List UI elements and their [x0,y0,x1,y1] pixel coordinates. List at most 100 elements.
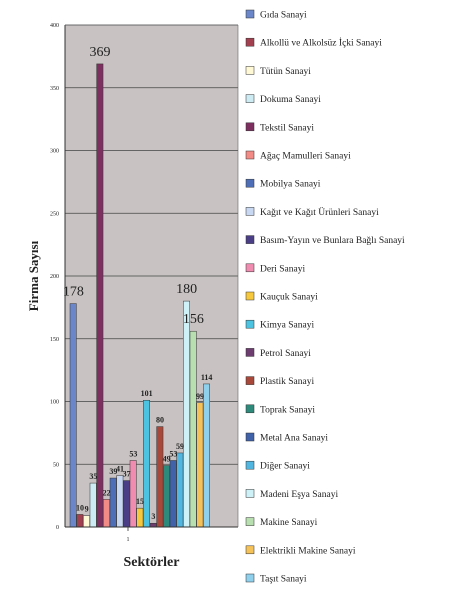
legend-label: Makine Sanayi [260,518,318,528]
legend-label: Dokuma Sanayi [260,95,321,105]
bar [163,465,170,528]
legend-item: Deri Sanayi [245,263,305,274]
legend-label: Taşıt Sanayi [260,575,307,585]
y-tick-label: 350 [50,86,59,92]
legend-label: Toprak Sanayi [260,405,315,415]
legend-item: Mobilya Sanayi [245,178,321,190]
legend-swatch [245,545,255,555]
bar [109,477,117,528]
y-tick-label: 400 [50,23,59,29]
y-axis-label: Firma Sayısı [26,240,41,311]
legend-item: Basım-Yayın ve Bunlara Bağlı Sanayi [245,235,405,246]
data-label: 156 [183,312,204,327]
legend: Gıda Sanayi Alkollü ve Alkolsüz İçki Sana… [245,9,405,585]
legend-label: Gıda Sanayi [260,11,307,21]
bars [69,63,210,528]
data-label: 53 [129,449,137,458]
bar [196,402,204,528]
y-tick-labels: 0 50 100 150 200 250 300 350 400 [50,23,59,531]
bar [189,330,197,528]
data-label: 99 [196,392,204,401]
y-tick-label: 200 [50,274,59,280]
data-label: 9 [85,505,89,514]
legend-item: Tekstil Sanayi [245,122,314,133]
data-label: 22 [103,488,111,497]
legend-swatch [245,66,255,75]
bar [83,515,90,528]
x-axis-label: Sektörler [124,555,180,570]
legend-swatch [245,178,255,188]
legend-label: Tekstil Sanayi [260,123,314,133]
legend-swatch [245,94,255,103]
legend-swatch [245,517,255,526]
legend-item: Ağaç Mamulleri Sanayi [245,150,351,162]
legend-item: Elektrikli Makine Sanayi [245,545,356,556]
bar [103,499,110,528]
legend-item: Makine Sanayi [245,517,318,528]
data-label: 59 [176,442,184,451]
data-label: 49 [163,455,171,464]
legend-label: Elektrikli Makine Sanayi [260,546,356,556]
legend-swatch [245,376,255,385]
legend-label: Ağaç Mamulleri Sanayi [260,152,351,162]
legend-swatch [245,207,255,216]
legend-item: Metal Ana Sanayi [245,432,328,444]
legend-swatch [245,348,255,357]
legend-label: Plastik Sanayi [260,377,314,387]
bar [203,383,210,528]
bar [183,300,190,528]
data-label: 80 [156,416,164,425]
bar [156,426,164,528]
legend-label: Kauçuk Sanayi [260,293,318,303]
legend-swatch [245,291,255,301]
bar [123,480,130,528]
x-tick-label: 1 [127,537,130,543]
bar [169,460,177,528]
legend-item: Kağıt ve Kağıt Ürünleri Sanayi [245,206,379,218]
legend-label: Petrol Sanayi [260,349,311,359]
legend-swatch [245,263,255,273]
bar [76,514,84,528]
legend-swatch [245,150,255,160]
legend-item: Kimya Sanayi [245,319,314,331]
legend-swatch [245,432,255,442]
data-label: 178 [63,285,84,300]
legend-label: Madeni Eşya Sanayi [260,490,338,500]
legend-item: Gıda Sanayi [245,9,307,21]
bar [149,522,157,528]
legend-swatch [245,573,255,583]
legend-item: Plastik Sanayi [245,376,314,387]
legend-swatch [245,9,255,19]
data-label: 15 [136,497,144,506]
legend-item: Diğer Sanayi [245,460,310,472]
legend-label: Kimya Sanayi [260,321,314,331]
legend-label: Kağıt ve Kağıt Ürünleri Sanayi [260,206,379,218]
data-label: 180 [176,282,197,297]
legend-swatch [245,235,255,244]
bar [89,482,97,528]
y-tick-label: 100 [50,400,59,406]
legend-label: Tütün Sanayi [260,67,311,77]
legend-label: Diğer Sanayi [260,462,310,472]
legend-label: Basım-Yayın ve Bunlara Bağlı Sanayi [260,236,405,246]
bar [96,63,104,528]
legend-swatch [245,319,255,329]
legend-label: Metal Ana Sanayi [260,434,328,444]
bar [176,452,184,528]
data-label: 41 [116,465,124,474]
y-tick-label: 250 [50,211,59,217]
bar [116,475,124,528]
data-label: 37 [123,470,131,479]
legend-item: Petrol Sanayi [245,348,311,359]
y-tick-label: 0 [56,525,59,531]
data-label: 101 [141,389,153,398]
data-label: 114 [201,373,213,382]
legend-item: Dokuma Sanayi [245,94,321,105]
legend-item: Kauçuk Sanayi [245,291,318,303]
legend-item: Toprak Sanayi [245,404,315,415]
data-label: 3 [151,512,155,521]
y-tick-label: 300 [50,149,59,155]
